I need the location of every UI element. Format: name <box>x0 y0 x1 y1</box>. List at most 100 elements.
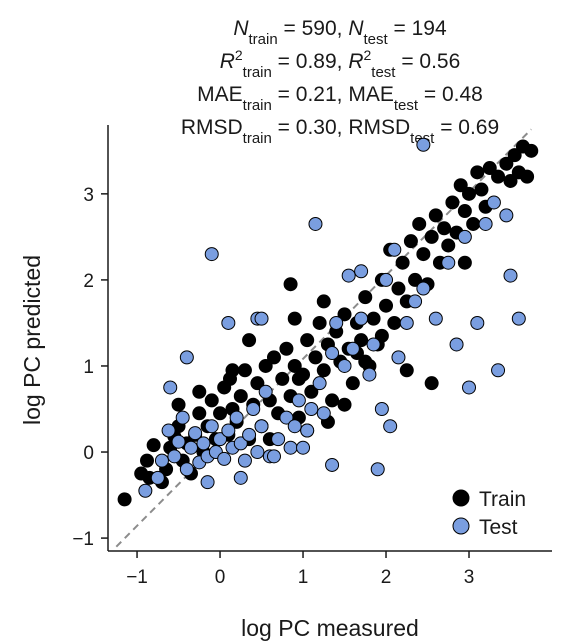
test-point <box>250 445 265 460</box>
train-point <box>279 341 294 356</box>
train-point <box>466 216 481 231</box>
train-point <box>140 453 155 468</box>
train-point <box>237 363 252 378</box>
stats-line-mae: MAEtrain = 0.21, MAEtest = 0.48 <box>197 83 483 114</box>
train-point <box>358 354 373 369</box>
test-point <box>428 311 443 326</box>
train-point <box>424 376 439 391</box>
train-point <box>453 178 468 193</box>
stat-mae-train-value: 0.21 <box>296 83 337 106</box>
stat-mae-test-value: 0.48 <box>442 83 483 106</box>
test-point <box>478 216 493 231</box>
y-axis-label: log PC predicted <box>19 255 45 425</box>
test-point <box>304 402 319 416</box>
stat-comma: , <box>337 50 349 73</box>
test-point <box>300 423 315 438</box>
train-point <box>374 328 389 343</box>
test-point <box>221 315 236 330</box>
x-tick-label: −1 <box>126 567 148 588</box>
x-axis-label: log PC measured <box>241 615 419 641</box>
stat-eq: = <box>278 17 302 40</box>
test-point <box>354 264 369 279</box>
stat-rmsd-test-symbol: RMSD <box>348 116 410 139</box>
stat-n-train-value: 590 <box>302 17 337 40</box>
y-tick-label: 1 <box>83 357 94 378</box>
test-point <box>470 315 485 330</box>
legend-test-label: Test <box>479 516 518 539</box>
test-point <box>325 457 340 472</box>
train-point <box>507 148 522 163</box>
train-point <box>225 363 240 378</box>
stat-r2-test-symbol: R <box>348 50 363 73</box>
stat-n-test-subscript: test <box>364 31 389 48</box>
test-point <box>499 208 514 223</box>
train-point <box>117 492 132 507</box>
test-point <box>399 315 414 330</box>
test-point <box>370 462 385 477</box>
train-point <box>441 238 456 253</box>
train-point <box>387 315 402 330</box>
y-tick-label: 2 <box>83 271 94 292</box>
stat-mae-train-symbol: MAE <box>197 83 243 106</box>
train-point <box>312 315 327 330</box>
stat-eq: = <box>272 50 296 73</box>
test-points <box>138 137 526 498</box>
train-point <box>258 358 273 373</box>
train-point <box>379 298 394 313</box>
stats-line-r2: R2train = 0.89, R2test = 0.56 <box>220 47 461 81</box>
train-point <box>403 234 418 249</box>
test-point <box>308 216 323 231</box>
test-point <box>271 432 286 447</box>
train-point <box>503 173 518 188</box>
train-point <box>283 277 298 292</box>
train-point <box>457 255 472 270</box>
train-point <box>499 156 514 171</box>
stat-mae-test-subscript: test <box>394 97 419 114</box>
x-tick-label: 3 <box>464 567 475 588</box>
train-point <box>457 204 472 219</box>
test-point <box>213 432 228 447</box>
legend-test-marker <box>452 517 470 535</box>
x-tick-label: 0 <box>215 567 226 588</box>
test-point <box>511 311 526 326</box>
stat-r2-test-value: 0.56 <box>419 50 460 73</box>
test-point <box>503 268 518 283</box>
train-point <box>391 281 406 296</box>
test-point <box>258 384 273 399</box>
stat-eq: = <box>418 83 442 106</box>
test-point <box>196 436 211 451</box>
train-point <box>491 169 506 184</box>
train-point <box>325 393 340 408</box>
test-point <box>316 406 331 421</box>
train-point <box>354 333 369 348</box>
test-point <box>233 470 248 485</box>
train-point <box>146 438 161 453</box>
stats-line-n: Ntrain = 590, Ntest = 194 <box>233 17 447 48</box>
x-tick-label: 1 <box>298 567 309 588</box>
test-point <box>337 358 352 373</box>
train-point <box>304 384 319 399</box>
test-point <box>254 311 269 326</box>
test-point <box>183 440 198 455</box>
train-point <box>399 363 414 378</box>
train-point <box>428 208 443 223</box>
train-point <box>345 376 360 391</box>
train-point <box>416 247 431 262</box>
train-point <box>287 311 302 326</box>
test-point <box>175 410 190 425</box>
train-point <box>171 397 186 412</box>
stat-rmsd-train-subscript: train <box>243 130 272 147</box>
train-point <box>250 376 265 391</box>
y-tick-label: 0 <box>83 443 94 464</box>
test-point <box>325 346 340 361</box>
stat-eq: = <box>395 50 419 73</box>
test-point <box>171 434 186 449</box>
test-point <box>237 453 252 468</box>
test-point <box>266 449 281 464</box>
test-point <box>312 376 327 391</box>
test-point <box>354 311 369 326</box>
stat-mae-train-subscript: train <box>243 97 272 114</box>
test-point <box>221 423 236 438</box>
test-point <box>229 410 244 425</box>
train-point <box>316 294 331 309</box>
